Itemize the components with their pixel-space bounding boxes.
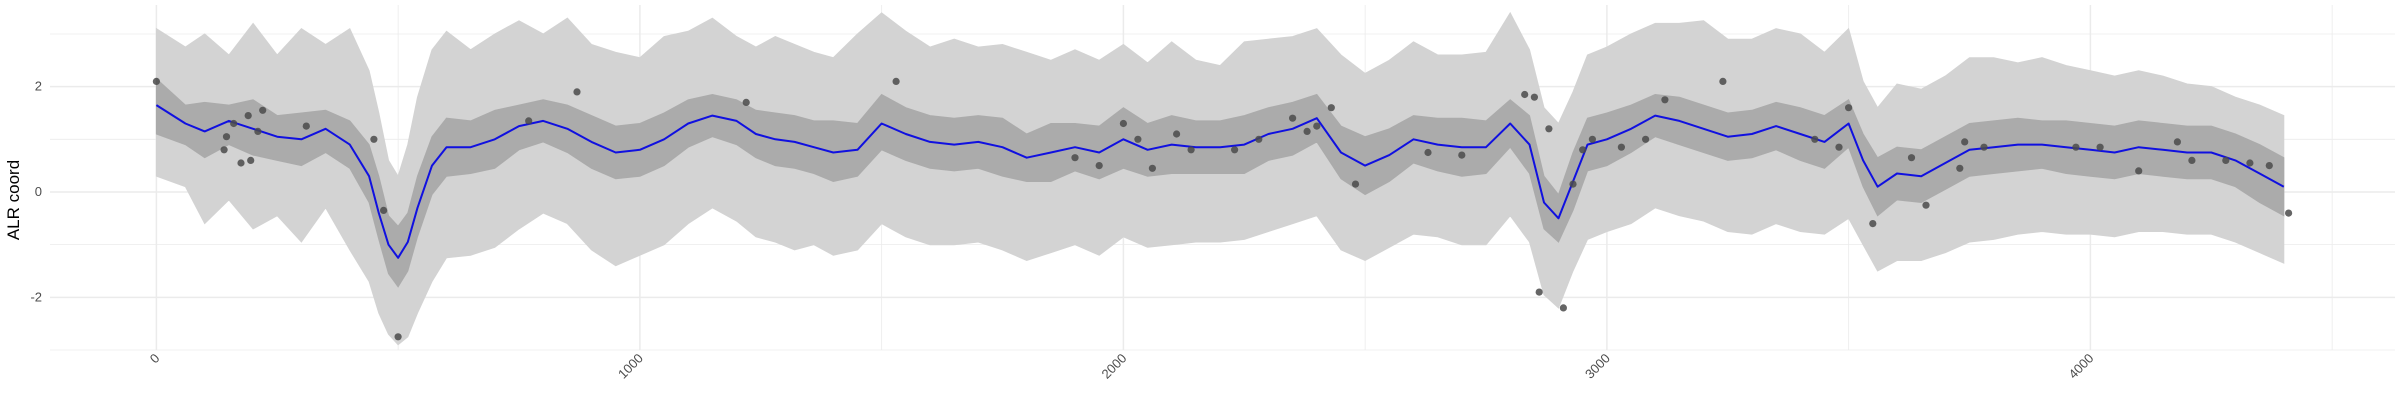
observation-point [2265, 162, 2273, 170]
observation-point [1289, 114, 1297, 122]
confidence-bands [155, 11, 2285, 346]
observation-point [1530, 93, 1538, 101]
observation-point [247, 156, 255, 164]
inner-band [155, 77, 2285, 288]
observation-point [1961, 138, 1969, 146]
observation-point [220, 146, 228, 154]
observation-point [1617, 143, 1625, 151]
mean-line [155, 104, 2285, 259]
y-tick-labels: -2 0 2 [30, 79, 42, 305]
observation-point [1922, 201, 1930, 209]
observation-point [1661, 96, 1669, 104]
observation-point [1835, 143, 1843, 151]
mean-line-layer [155, 104, 2285, 259]
observation-point [2072, 143, 2080, 151]
observation-point [1119, 119, 1127, 128]
observation-point [1956, 164, 1964, 172]
observation-point [370, 135, 378, 143]
observation-point [1148, 164, 1156, 172]
observation-point [380, 206, 388, 214]
observation-point [2173, 138, 2181, 146]
y-tick-label: 0 [35, 184, 42, 199]
observation-point [1642, 135, 1650, 143]
observation-point [573, 88, 581, 96]
observation-point [1719, 77, 1727, 85]
observation-point [244, 112, 252, 120]
observation-point [525, 117, 533, 125]
outer-band [155, 11, 2285, 346]
observation-point [1588, 135, 1596, 143]
y-axis-title: ALR coord [4, 160, 23, 240]
observation-point [1458, 151, 1466, 159]
observation-point [1845, 104, 1853, 112]
observation-point [2246, 159, 2254, 167]
observation-point [1351, 180, 1360, 188]
observation-point [302, 122, 310, 130]
observation-point [2188, 156, 2196, 164]
observation-point [394, 333, 402, 341]
observation-points [152, 77, 2293, 341]
observation-point [230, 119, 238, 128]
y-tick-label: -2 [30, 289, 42, 304]
observation-point [1811, 135, 1819, 143]
observation-point [742, 98, 750, 106]
observation-point [1231, 146, 1239, 154]
observation-point [1569, 180, 1577, 188]
observation-point [222, 133, 231, 141]
observation-point [1579, 146, 1587, 154]
observation-point [152, 77, 160, 85]
observation-point [254, 127, 262, 135]
observation-point [1869, 220, 1877, 228]
observation-point [1535, 288, 1543, 296]
observation-point [2285, 209, 2293, 217]
observation-point [1907, 154, 1916, 162]
observation-point [1095, 162, 1103, 170]
y-tick-label: 2 [35, 79, 42, 94]
observation-point [1545, 125, 1553, 133]
observation-point [2135, 167, 2143, 175]
observation-point [1134, 135, 1142, 143]
observation-point [1303, 127, 1311, 135]
observation-point [1173, 130, 1181, 138]
observation-point [1980, 143, 1988, 151]
observation-point [1424, 148, 1432, 157]
observation-point [259, 106, 267, 114]
observation-point [1327, 104, 1335, 112]
observation-point [892, 77, 900, 85]
observation-point [1255, 135, 1263, 143]
observation-point [1521, 90, 1529, 99]
observation-point [1313, 122, 1321, 130]
observation-point [1071, 154, 1079, 162]
observation-point [2096, 143, 2104, 151]
observation-point [1559, 304, 1567, 312]
observation-point [2222, 156, 2230, 164]
observation-point [1187, 146, 1195, 154]
observation-point [237, 159, 245, 167]
